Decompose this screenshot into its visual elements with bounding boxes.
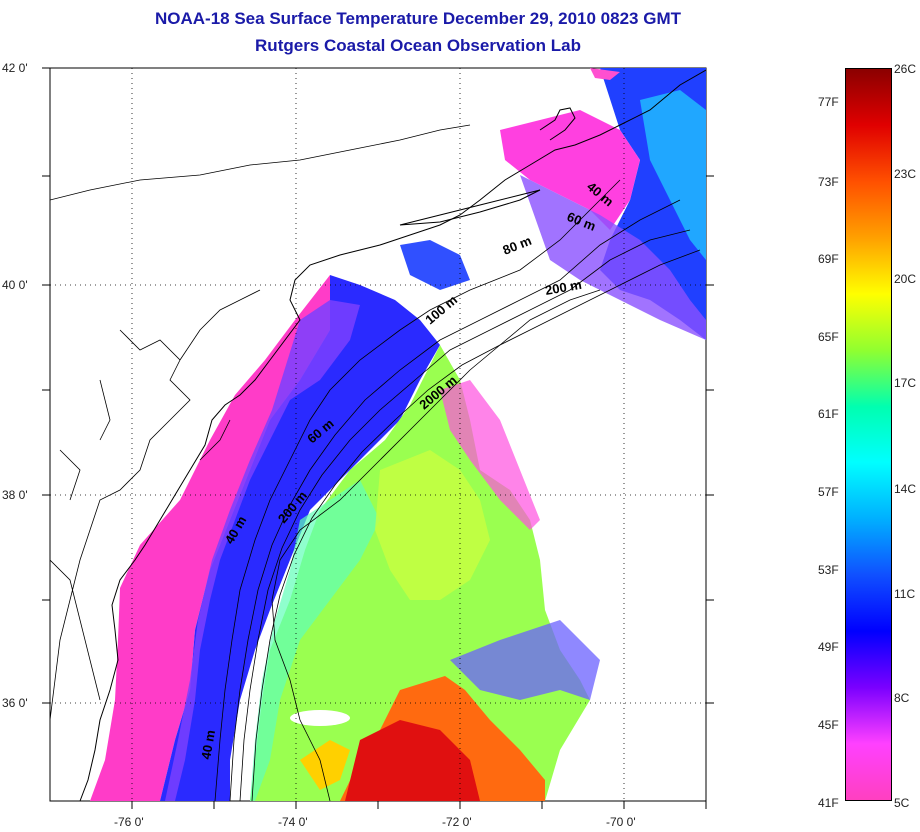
sst-offshore-cyan xyxy=(250,480,380,801)
colorbar-c-label: 11C xyxy=(894,587,916,601)
cloud-patch xyxy=(290,710,350,726)
cape-cod xyxy=(539,107,576,141)
contour-2000m xyxy=(271,289,601,801)
colorbar-c-label: 14C xyxy=(894,482,917,496)
colorbar-c-label: 17C xyxy=(894,376,917,390)
lon-label: -72 0' xyxy=(442,815,472,829)
colorbar-f-label: 77F xyxy=(818,95,839,109)
colorbar-c-label: 26C xyxy=(894,62,917,76)
contour-60m xyxy=(229,199,681,801)
colorbar-f-label: 61F xyxy=(818,407,839,421)
contour-80m xyxy=(239,229,691,801)
colorbar-f-label: 57F xyxy=(818,485,839,499)
contour-label: 200 m xyxy=(544,277,583,298)
sst-southeast-streaks xyxy=(450,620,600,700)
sst-gulf-stream-core xyxy=(345,720,480,801)
sst-gulf-stream-edge xyxy=(300,740,350,790)
sst-northeast-purple xyxy=(520,175,706,340)
sst-north-pink-patch xyxy=(590,68,620,80)
axis-ticks xyxy=(42,67,714,809)
colorbar-f-label: 45F xyxy=(818,718,839,732)
lon-label: -74 0' xyxy=(278,815,308,829)
sst-offshore-lime xyxy=(375,450,490,600)
sst-northeast-pink xyxy=(500,110,640,230)
lat-label: 36 0' xyxy=(2,696,28,710)
map-title: NOAA-18 Sea Surface Temperature December… xyxy=(155,9,681,28)
contour-200m xyxy=(251,249,701,801)
colorbar-f-label: 53F xyxy=(818,563,839,577)
map-subtitle: Rutgers Coastal Ocean Observation Lab xyxy=(255,36,581,55)
lat-label: 42 0' xyxy=(2,61,28,75)
sst-shelf-water xyxy=(160,275,440,801)
sst-northeast-cyan xyxy=(640,90,706,260)
temperature-colorbar xyxy=(845,68,892,801)
colorbar-c-label: 5C xyxy=(894,796,910,810)
sst-nearshore-cold xyxy=(90,275,330,801)
colorbar-c-label: 23C xyxy=(894,167,917,181)
colorbar-f-label: 73F xyxy=(818,175,839,189)
colorbar-c-label: 8C xyxy=(894,691,910,705)
contour-label: 40 m xyxy=(198,729,218,761)
colorbar-f-label: 65F xyxy=(818,330,839,344)
colorbar-f-label: 41F xyxy=(818,796,839,810)
coastline xyxy=(79,69,706,801)
coastline-inland xyxy=(50,124,471,721)
lat-label: 40 0' xyxy=(2,278,28,292)
lat-label: 38 0' xyxy=(2,488,28,502)
colorbar-f-label: 49F xyxy=(818,640,839,654)
lon-label: -76 0' xyxy=(114,815,144,829)
long-island xyxy=(399,189,541,226)
lon-label: -70 0' xyxy=(606,815,636,829)
sst-shelf-purple xyxy=(165,300,360,801)
graticule xyxy=(50,68,706,801)
contour-40m xyxy=(214,179,621,801)
colorbar-f-label: 69F xyxy=(818,252,839,266)
colorbar-c-label: 20C xyxy=(894,272,917,286)
sst-offshore-noise xyxy=(440,380,540,530)
sst-north-patch xyxy=(400,240,470,290)
